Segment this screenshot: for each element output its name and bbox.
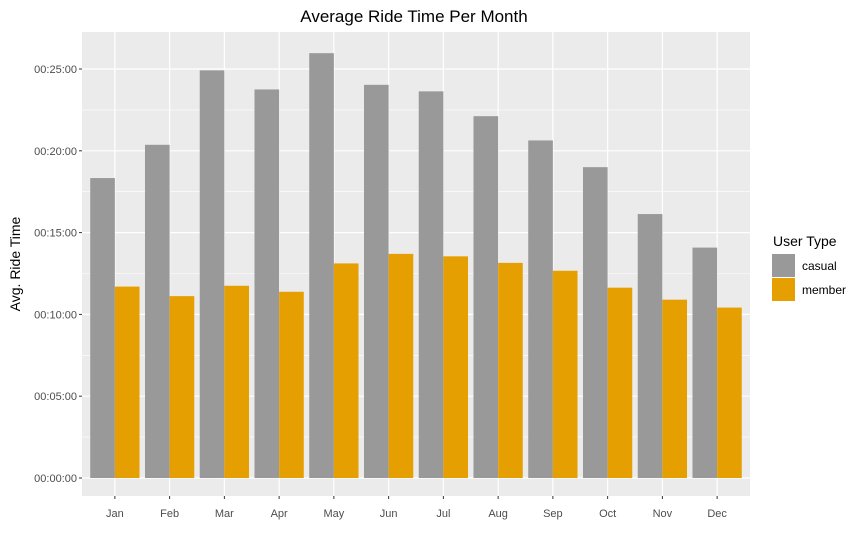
bar-member-nov: [662, 299, 688, 478]
bar-member-dec: [717, 307, 742, 478]
x-tick-label: Feb: [160, 508, 179, 520]
x-tick-label: Jun: [380, 508, 398, 520]
x-tick-label: Jan: [106, 508, 124, 520]
bar-casual-aug: [473, 116, 499, 479]
bar-casual-nov: [637, 214, 663, 479]
bar-member-mar: [224, 285, 250, 478]
bar-casual-may: [309, 53, 334, 478]
y-axis-ticks: 00:00:00 00:05:00 00:10:00 00:15:00 00:20:00…: [34, 64, 82, 485]
x-tick-label: Oct: [599, 508, 616, 520]
chart-title: Average Ride Time Per Month: [300, 7, 527, 26]
y-tick-label: 00:15:00: [34, 228, 77, 240]
legend-label-casual: casual: [802, 259, 837, 273]
bar-casual-apr: [254, 89, 280, 478]
x-axis-ticks: Jan Feb Mar Apr May Jun Jul Aug Sep Oct Nov Dec: [106, 496, 727, 520]
legend: User Type casual member: [772, 233, 846, 301]
y-tick-label: 00:10:00: [34, 309, 77, 321]
legend-label-member: member: [802, 283, 846, 297]
x-tick-label: Apr: [271, 508, 288, 520]
bars: [90, 53, 742, 479]
x-tick-label: Sep: [543, 508, 563, 520]
y-axis-title: Avg. Ride Time: [7, 216, 23, 311]
bar-casual-feb: [144, 144, 170, 478]
bar-casual-oct: [582, 167, 608, 478]
x-tick-label: Dec: [707, 508, 727, 520]
bar-member-sep: [552, 270, 578, 478]
bar-casual-sep: [528, 140, 553, 478]
bar-member-jan: [114, 286, 140, 478]
bar-casual-jul: [418, 91, 444, 478]
bar-member-apr: [279, 291, 304, 478]
y-tick-label: 00:20:00: [34, 146, 77, 158]
bar-casual-mar: [199, 70, 225, 478]
x-tick-label: Nov: [653, 508, 673, 520]
x-tick-label: May: [323, 508, 344, 520]
bar-member-feb: [169, 296, 195, 478]
legend-swatch-member: [772, 278, 795, 301]
x-tick-label: Aug: [488, 508, 508, 520]
bar-member-jul: [443, 256, 469, 478]
x-tick-label: Mar: [215, 508, 234, 520]
x-tick-label: Jul: [436, 508, 450, 520]
bar-member-oct: [607, 287, 633, 478]
bar-member-may: [333, 263, 359, 478]
bar-casual-jan: [90, 178, 115, 479]
bar-casual-jun: [363, 84, 389, 478]
bar-member-aug: [498, 262, 523, 478]
y-tick-label: 00:00:00: [34, 473, 77, 485]
bar-casual-dec: [692, 247, 718, 478]
legend-swatch-casual: [772, 254, 795, 277]
y-tick-label: 00:05:00: [34, 391, 77, 403]
bar-member-jun: [388, 253, 414, 478]
legend-title: User Type: [773, 233, 837, 249]
y-tick-label: 00:25:00: [34, 64, 77, 76]
